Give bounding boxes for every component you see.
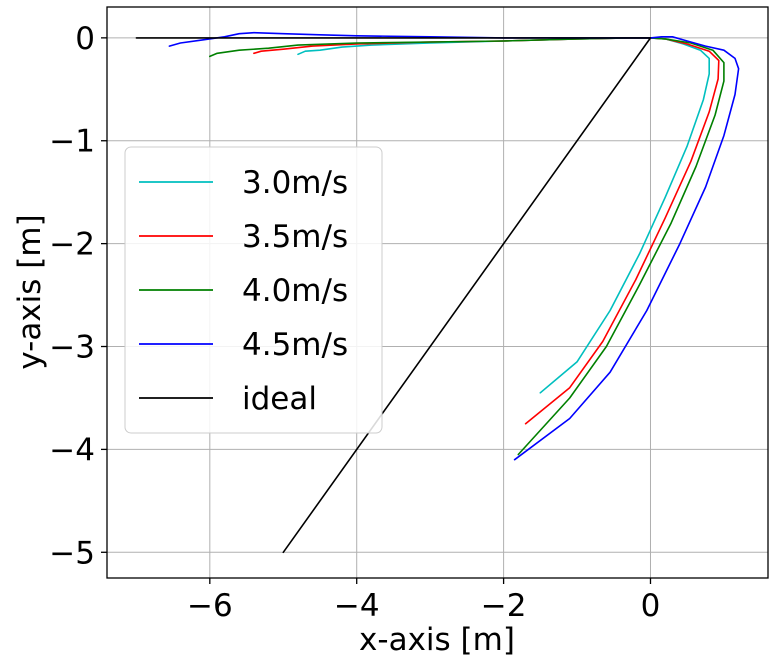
y-tick-label: −4 bbox=[49, 432, 95, 468]
plot-frame bbox=[106, 6, 769, 579]
legend-label: ideal bbox=[242, 381, 317, 417]
legend-label: 3.0m/s bbox=[242, 165, 348, 201]
x-tick-label: −4 bbox=[334, 588, 380, 624]
y-tick-label: 0 bbox=[75, 21, 95, 57]
x-axis-label: x-axis [m] bbox=[359, 622, 515, 658]
series-lines bbox=[135, 31, 740, 554]
series-line-3 bbox=[168, 31, 740, 461]
legend: 3.0m/s 3.5m/s 4.0m/s 4.5m/s ideal bbox=[124, 146, 383, 434]
x-tick-label: 0 bbox=[641, 588, 661, 624]
legend-box bbox=[124, 146, 383, 434]
y-tick-label: −2 bbox=[49, 227, 95, 263]
y-axis-ticks: 0 −1 −2 −3 −4 −5 bbox=[49, 21, 107, 571]
series-line-4 bbox=[135, 37, 652, 554]
legend-label: 4.5m/s bbox=[242, 327, 348, 363]
legend-label: 4.0m/s bbox=[242, 273, 348, 309]
series-line-2 bbox=[209, 37, 725, 456]
y-tick-label: −5 bbox=[49, 535, 95, 571]
x-tick-label: −6 bbox=[187, 588, 233, 624]
legend-label: 3.5m/s bbox=[242, 219, 348, 255]
x-axis-ticks: −6 −4 −2 0 bbox=[187, 578, 660, 624]
x-tick-label: −2 bbox=[481, 588, 527, 624]
y-tick-label: −3 bbox=[49, 330, 95, 366]
y-axis-label: y-axis [m] bbox=[12, 214, 48, 369]
y-tick-label: −1 bbox=[49, 124, 95, 160]
